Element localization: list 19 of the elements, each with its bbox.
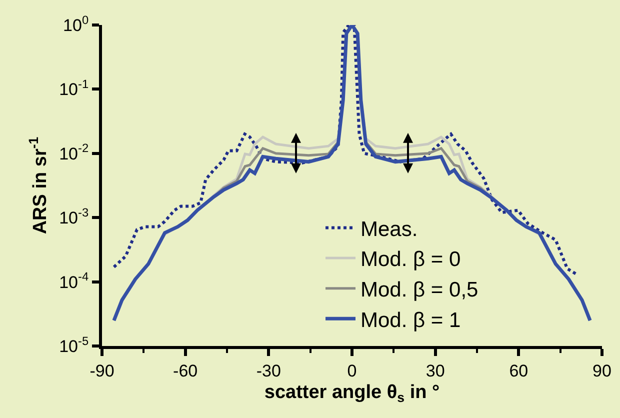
x-tick-label: 90: [592, 361, 612, 380]
x-tick-label: 0: [347, 361, 357, 380]
x-tick-label: -60: [173, 361, 198, 380]
x-tick-label: -90: [90, 361, 114, 380]
x-tick-label: 60: [509, 361, 528, 380]
legend-label: Mod. β = 0,5: [360, 278, 478, 302]
legend-label: Mod. β = 0: [360, 248, 461, 272]
x-tick-label: -30: [256, 361, 281, 380]
line-series: [112, 25, 578, 276]
legend-label: Mod. β = 1: [360, 308, 461, 332]
legend-label: Meas.: [360, 218, 418, 241]
y-tick-label: 10$^{-4}$: [59, 270, 89, 292]
x-axis-title: scatter angle θ$_{s}$ in °: [264, 382, 440, 406]
y-tick-label: 10$^{-3}$: [59, 205, 89, 228]
y-tick-label: 10$^{0}$: [63, 12, 89, 35]
x-tick-label: 30: [426, 361, 445, 380]
y-tick-label: 10$^{-2}$: [59, 141, 89, 164]
y-tick-label: 10$^{-5}$: [59, 334, 89, 356]
y-tick-label: 10$^{-1}$: [59, 77, 89, 100]
